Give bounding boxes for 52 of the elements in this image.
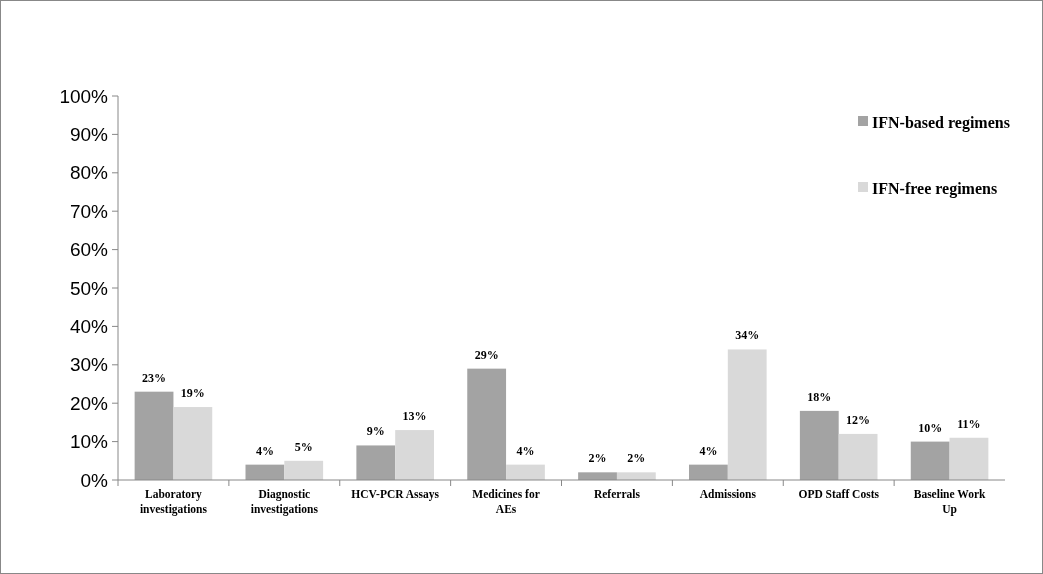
data-label: 12% [846, 412, 871, 427]
y-tick-label: 50% [69, 277, 109, 299]
data-label: 34% [735, 328, 760, 343]
bar [395, 430, 434, 480]
x-tick-label: OPD Staff Costs [798, 488, 880, 500]
x-tick-label: Admissions [699, 488, 757, 500]
data-label: 29% [474, 347, 499, 362]
bar [578, 472, 617, 480]
x-tick-label: Diagnostic investigations [250, 488, 319, 516]
y-tick-label: 20% [69, 392, 109, 414]
data-label: 4% [255, 443, 274, 458]
legend-label: IFN-free regimens [872, 179, 998, 198]
data-label: 19% [180, 386, 205, 401]
bar [173, 407, 213, 480]
data-label: 9% [366, 424, 385, 439]
bar [134, 391, 174, 480]
y-tick-label: 0% [80, 469, 109, 491]
data-label: 2% [588, 451, 607, 466]
y-tick-label: 80% [69, 162, 109, 184]
legend-label: IFN-based regimens [872, 113, 1010, 132]
bar [467, 368, 507, 480]
data-label: 2% [627, 451, 646, 466]
bar [689, 464, 728, 480]
y-tick-label: 60% [69, 239, 109, 261]
x-tick-label: Baseline Work Up [913, 488, 986, 516]
bar [949, 437, 989, 480]
bar [284, 460, 324, 480]
bar [910, 441, 950, 480]
data-label: 18% [807, 389, 832, 404]
x-tick-label: Medicines for AEs [472, 488, 540, 515]
y-tick-label: 30% [69, 354, 109, 376]
bar [727, 349, 767, 480]
data-label: 23% [142, 370, 167, 385]
data-label: 5% [294, 439, 313, 454]
bar [838, 433, 878, 480]
y-tick-label: 10% [69, 431, 109, 453]
data-label: 11% [957, 416, 981, 431]
y-tick-label: 40% [69, 316, 109, 338]
bar [356, 445, 396, 480]
y-tick-label: 100% [59, 85, 109, 107]
bar [799, 410, 839, 480]
y-tick-label: 70% [69, 200, 109, 222]
data-label: 4% [516, 443, 535, 458]
y-tick-label: 90% [69, 124, 109, 146]
x-tick-label: HCV-PCR Assays [351, 488, 440, 501]
data-label: 10% [918, 420, 943, 435]
data-label: 4% [699, 443, 718, 458]
x-tick-label: Laboratory investigations [139, 488, 208, 516]
data-label: 13% [402, 409, 427, 424]
bar [506, 464, 545, 480]
x-tick-label: Referrals [593, 488, 641, 500]
bar [616, 472, 656, 480]
